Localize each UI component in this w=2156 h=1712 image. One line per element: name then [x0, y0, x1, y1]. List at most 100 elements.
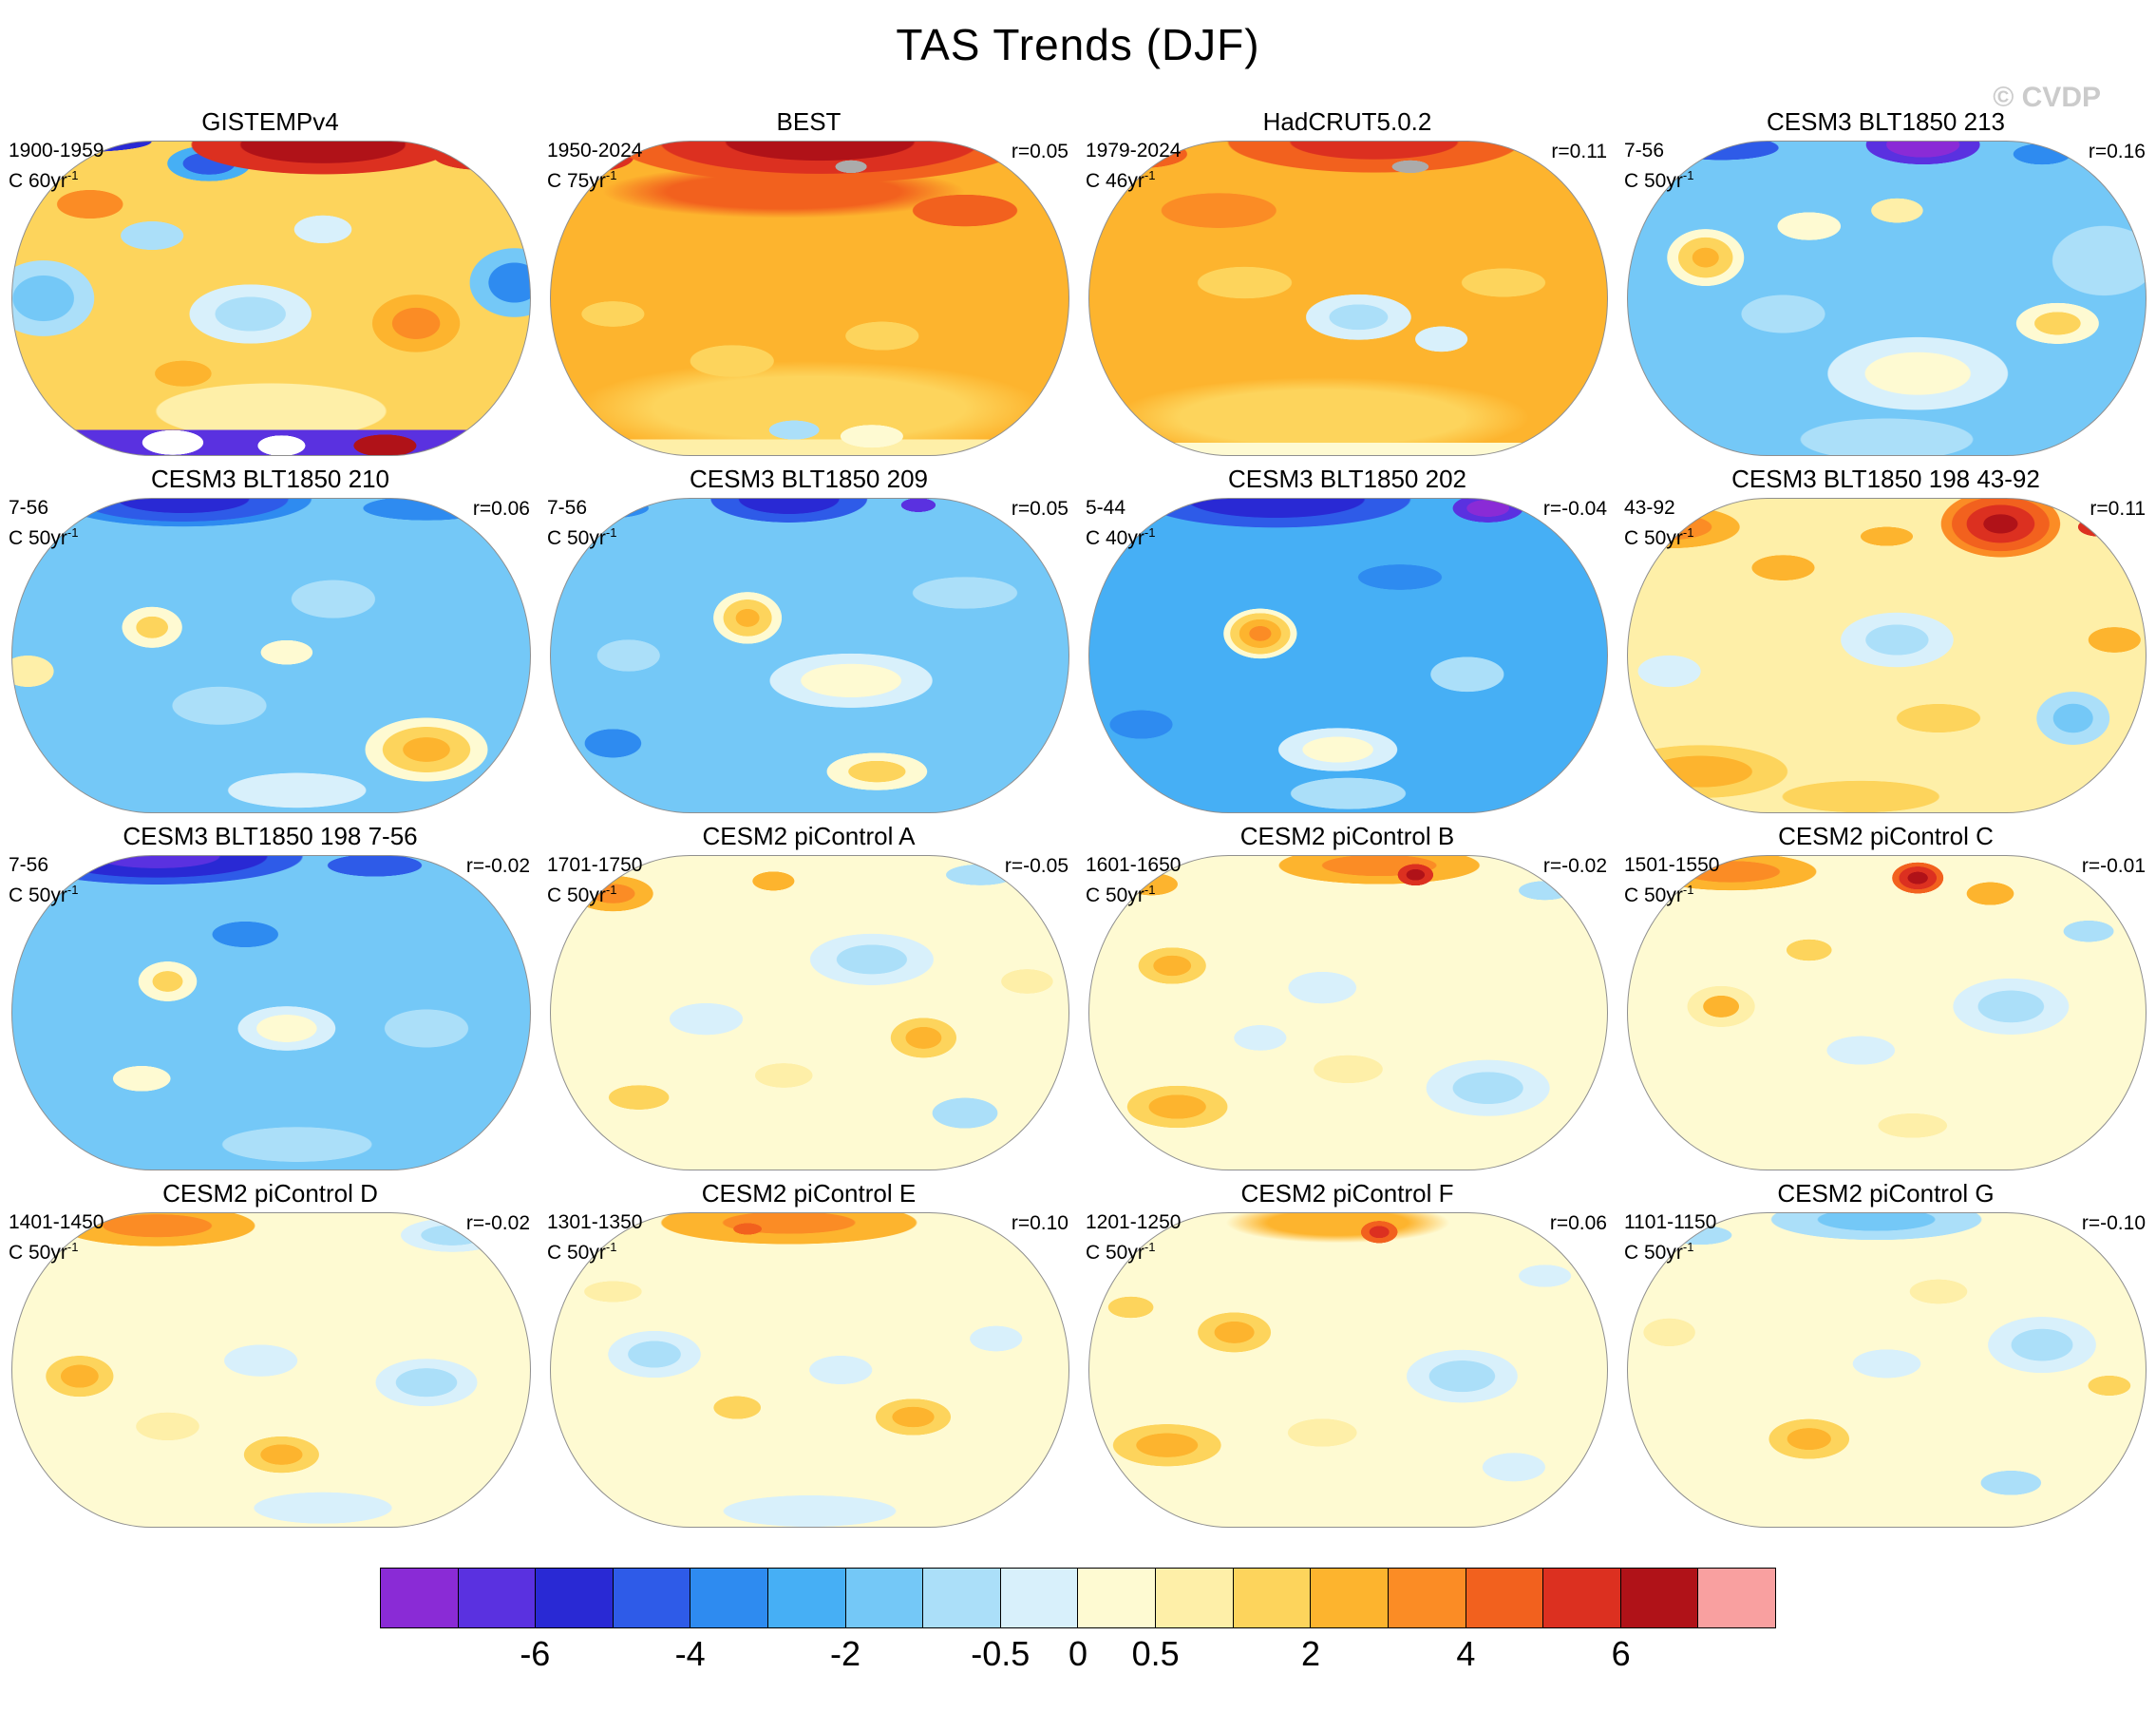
map-units: C 50yr-1 [547, 1235, 642, 1265]
map-units: C 50yr-1 [1624, 1235, 1716, 1265]
map-period: 1501-1550 [1624, 854, 1720, 876]
map-units: C 50yr-1 [9, 878, 78, 908]
map-title: CESM2 piControl C [1778, 822, 1994, 850]
map-panel-cesm3-210: CESM3 BLT1850 210 7-56 C 50yr-1 r=0.06 [1, 462, 539, 819]
map-period-units: 1701-1750 C 50yr-1 [547, 853, 642, 908]
map-units-exp: -1 [1682, 168, 1694, 182]
map-units-base: C 75yr [547, 170, 606, 192]
colorbar-label: 2 [1300, 1634, 1321, 1673]
map-units-exp: -1 [605, 525, 617, 540]
map-units-base: C 40yr [1086, 527, 1144, 549]
map-globe [11, 1212, 531, 1528]
colorbar-segment [922, 1569, 1000, 1627]
map-units-base: C 50yr [547, 527, 606, 549]
map-panel-best: BEST 1950-2024 C 75yr-1 r=0.05 [539, 105, 1078, 462]
map-r-value: r=0.11 [2090, 498, 2146, 520]
map-units-base: C 50yr [1624, 1242, 1683, 1264]
map-r-value: r=-0.10 [2081, 1212, 2146, 1234]
map-globe [11, 141, 531, 456]
colorbar-segment [381, 1569, 458, 1627]
map-r-value: r=0.10 [1011, 1212, 1069, 1234]
map-panel-cesm3-213: CESM3 BLT1850 213 7-56 C 50yr-1 r=0.16 [1617, 105, 2155, 462]
map-period: 7-56 [9, 497, 49, 519]
map-units: C 50yr-1 [547, 878, 642, 908]
map-units-exp: -1 [66, 168, 79, 182]
map-title: CESM2 piControl D [162, 1179, 378, 1208]
colorbar-label: 0.5 [1131, 1634, 1180, 1673]
map-globe [1088, 1212, 1608, 1528]
map-period-units: 7-56 C 50yr-1 [1624, 139, 1693, 194]
colorbar-segment [535, 1569, 613, 1627]
map-units: C 50yr-1 [1624, 878, 1719, 908]
map-title: CESM3 BLT1850 198 43-92 [1731, 465, 2040, 493]
map-period: 1201-1250 [1086, 1211, 1182, 1233]
map-panel-cesm3-198-7-56: CESM3 BLT1850 198 7-56 7-56 C 50yr-1 r=-… [1, 819, 539, 1176]
map-period-units: 7-56 C 50yr-1 [9, 496, 78, 551]
map-period: 1979-2024 [1086, 140, 1182, 162]
map-r-value: r=-0.02 [465, 855, 530, 877]
map-globe [1088, 855, 1608, 1170]
map-units-base: C 50yr [1624, 527, 1683, 549]
map-globe [550, 498, 1069, 813]
map-r-value: r=0.05 [1011, 498, 1069, 520]
colorbar-label: 4 [1456, 1634, 1476, 1673]
colorbar-label: -2 [829, 1634, 861, 1673]
map-globe [550, 141, 1069, 456]
map-panel-picontrol-d: CESM2 piControl D 1401-1450 C 50yr-1 r=-… [1, 1176, 539, 1533]
map-units-base: C 50yr [9, 527, 67, 549]
map-units-base: C 50yr [9, 885, 67, 906]
map-period-units: 1301-1350 C 50yr-1 [547, 1210, 642, 1265]
map-r-value: r=-0.04 [1542, 498, 1607, 520]
cvdp-watermark: © CVDP [1993, 82, 2101, 113]
map-units-exp: -1 [66, 1240, 79, 1254]
map-globe [550, 1212, 1069, 1528]
map-r-value: r=-0.05 [1004, 855, 1069, 877]
map-r-value: r=0.05 [1011, 141, 1069, 162]
colorbar-segment [767, 1569, 845, 1627]
map-units-exp: -1 [1144, 168, 1156, 182]
map-r-value: r=0.11 [1551, 141, 1607, 162]
map-units: C 50yr-1 [9, 521, 78, 551]
map-period: 1601-1650 [1086, 854, 1182, 876]
map-units-exp: -1 [605, 1240, 617, 1254]
map-units: C 50yr-1 [1086, 1235, 1181, 1265]
map-units: C 50yr-1 [1624, 521, 1693, 551]
map-title: CESM2 piControl E [701, 1179, 917, 1208]
map-title: CESM2 piControl G [1777, 1179, 1995, 1208]
map-r-value: r=0.06 [1549, 1212, 1607, 1234]
map-units-exp: -1 [1144, 883, 1156, 897]
map-title: HadCRUT5.0.2 [1262, 107, 1432, 136]
map-panel-cesm3-198-43-92: CESM3 BLT1850 198 43-92 43-92 C 50yr-1 r… [1617, 462, 2155, 819]
map-period: 43-92 [1624, 497, 1675, 519]
map-r-value: r=0.06 [472, 498, 530, 520]
map-panel-gistempv4: GISTEMPv4 1900-1959 C 60yr-1 [1, 105, 539, 462]
map-units-exp: -1 [1144, 1240, 1156, 1254]
map-period-units: 1101-1150 C 50yr-1 [1624, 1210, 1716, 1265]
map-globe [1627, 141, 2147, 456]
map-units: C 50yr-1 [1624, 163, 1693, 194]
map-period: 5-44 [1086, 497, 1126, 519]
map-panel-picontrol-b: CESM2 piControl B 1601-1650 C 50yr-1 r=-… [1078, 819, 1617, 1176]
map-period-units: 1201-1250 C 50yr-1 [1086, 1210, 1181, 1265]
map-period: 1401-1450 [9, 1211, 104, 1233]
map-r-value: r=-0.01 [2081, 855, 2146, 877]
colorbar-segment [844, 1569, 923, 1627]
map-title: CESM3 BLT1850 210 [151, 465, 389, 493]
map-period-units: 1601-1650 C 50yr-1 [1086, 853, 1181, 908]
map-period-units: 1979-2024 C 46yr-1 [1086, 139, 1181, 194]
map-units-base: C 50yr [547, 1242, 606, 1264]
map-units-exp: -1 [1682, 883, 1694, 897]
colorbar-boxes [380, 1568, 1776, 1628]
map-title: GISTEMPv4 [201, 107, 339, 136]
colorbar-segment [999, 1569, 1078, 1627]
map-period-units: 1950-2024 C 75yr-1 [547, 139, 642, 194]
map-units-base: C 60yr [9, 170, 67, 192]
map-title: CESM3 BLT1850 213 [1767, 107, 2005, 136]
colorbar-segment [1542, 1569, 1620, 1627]
colorbar-segment [457, 1569, 536, 1627]
map-units-base: C 50yr [9, 1242, 67, 1264]
map-units-exp: -1 [66, 883, 79, 897]
map-title: CESM2 piControl B [1239, 822, 1455, 850]
colorbar-segment [612, 1569, 690, 1627]
map-globe [1088, 498, 1608, 813]
